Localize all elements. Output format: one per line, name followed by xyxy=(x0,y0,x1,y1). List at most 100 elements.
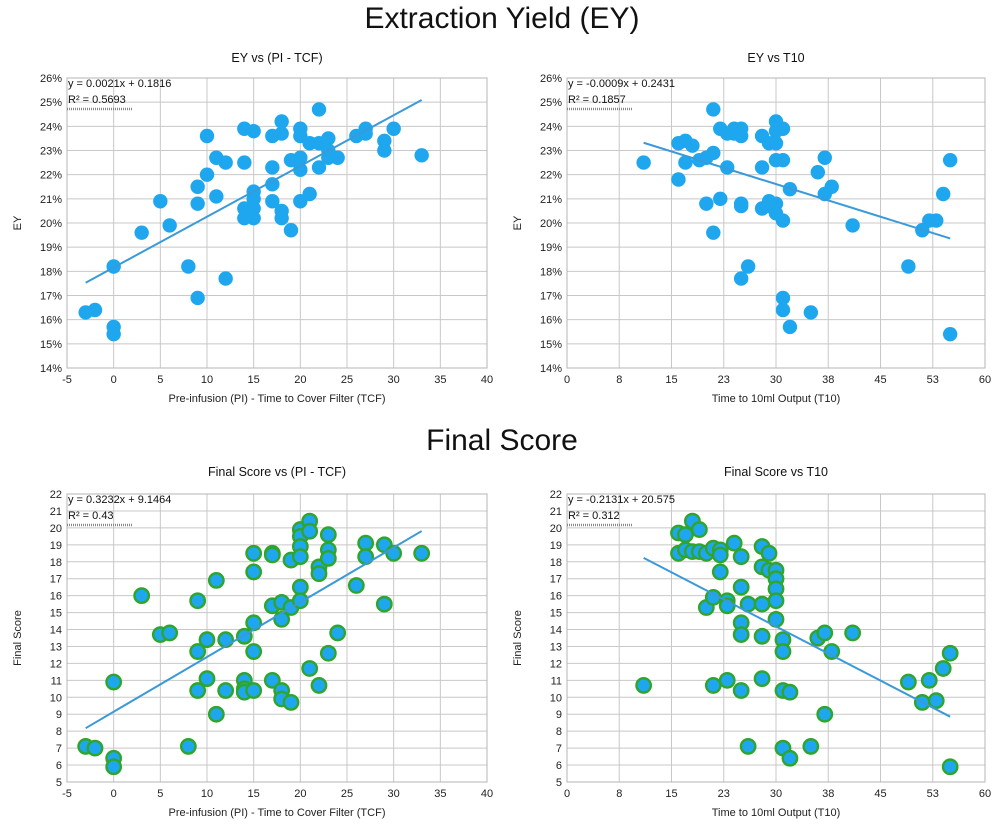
y-tick-label: 20 xyxy=(50,523,62,535)
x-tick-label: 60 xyxy=(979,788,991,800)
data-point xyxy=(319,549,337,567)
x-tick-label: 10 xyxy=(201,788,213,800)
data-point xyxy=(753,627,771,645)
trend-equation: y = -0.2131x + 20.575 xyxy=(568,494,675,506)
y-tick-label: 19% xyxy=(540,242,562,254)
y-tick-label: 15% xyxy=(540,339,562,351)
x-tick-label: 23 xyxy=(718,374,730,386)
data-point xyxy=(153,194,168,209)
data-point xyxy=(920,671,938,689)
y-tick-label: 9 xyxy=(56,709,62,721)
y-axis-label: EY xyxy=(12,215,24,230)
y-tick-label: 11 xyxy=(551,675,562,687)
trend-line xyxy=(85,530,423,730)
data-point xyxy=(263,671,281,689)
data-point xyxy=(293,150,308,165)
trend-equation: y = -0.0009x + 0.2431 xyxy=(568,78,675,90)
data-point xyxy=(414,148,429,163)
data-point xyxy=(245,563,263,581)
data-point xyxy=(711,563,729,581)
data-point xyxy=(319,644,337,662)
data-point xyxy=(718,671,736,689)
data-point xyxy=(302,186,317,202)
x-tick-label: 40 xyxy=(481,374,493,386)
data-point xyxy=(198,670,216,688)
y-tick-label: 9 xyxy=(556,709,562,721)
data-point xyxy=(245,682,263,699)
y-tick-label: 18 xyxy=(550,557,562,569)
fs-section-title: Final Score xyxy=(426,424,578,457)
y-tick-label: 25% xyxy=(540,97,562,109)
data-point xyxy=(823,643,841,660)
y-tick-label: 19 xyxy=(50,540,62,552)
data-point xyxy=(190,290,205,306)
data-point xyxy=(941,644,959,662)
data-point xyxy=(711,546,729,564)
data-point xyxy=(311,160,327,175)
data-point xyxy=(246,210,261,226)
data-point xyxy=(265,194,280,209)
data-point xyxy=(133,587,151,605)
data-point xyxy=(265,177,280,192)
data-point xyxy=(190,196,205,211)
data-point xyxy=(105,758,123,776)
data-point xyxy=(775,152,791,168)
x-tick-label: 25 xyxy=(341,788,353,800)
data-point xyxy=(237,155,252,170)
x-tick-label: 0 xyxy=(564,788,570,800)
x-tick-label: 53 xyxy=(927,788,939,800)
x-tick-label: 30 xyxy=(770,374,782,386)
data-point xyxy=(706,225,721,240)
data-point xyxy=(704,677,722,694)
data-point xyxy=(753,595,771,613)
data-point xyxy=(274,126,289,141)
plot-frame xyxy=(566,493,986,783)
data-point xyxy=(817,150,832,165)
data-point xyxy=(706,102,721,117)
y-tick-label: 19 xyxy=(550,540,562,552)
data-point xyxy=(816,624,834,642)
data-point xyxy=(283,223,299,238)
data-point xyxy=(774,643,792,660)
data-point xyxy=(677,526,694,544)
y-tick-label: 20% xyxy=(40,218,62,230)
y-tick-label: 26% xyxy=(540,73,562,85)
x-tick-label: 10 xyxy=(201,374,213,386)
y-tick-label: 15% xyxy=(40,339,62,351)
data-point xyxy=(189,682,207,699)
y-tick-label: 15 xyxy=(50,608,62,620)
data-points xyxy=(78,102,429,342)
data-point xyxy=(105,673,123,691)
chart-title: EY vs T10 xyxy=(747,51,804,65)
x-tick-label: 8 xyxy=(616,374,622,386)
data-point xyxy=(199,128,215,144)
y-axis-label: Final Score xyxy=(12,610,24,666)
y-tick-label: 14% xyxy=(40,363,62,375)
data-point xyxy=(217,631,235,649)
data-point xyxy=(199,167,215,182)
data-point xyxy=(781,683,799,701)
data-point xyxy=(824,179,839,194)
chart-1: EY vs (PI - TCF) 14% 15% 16% 17% 18% 19% 20% 21%… xyxy=(12,51,493,405)
data-point xyxy=(635,677,653,694)
y-tick-label: 6 xyxy=(56,760,62,772)
data-point xyxy=(293,162,308,178)
data-point xyxy=(733,128,749,144)
data-point xyxy=(310,677,328,694)
data-point xyxy=(636,155,651,170)
x-tick-label: 45 xyxy=(874,374,886,386)
x-axis-label: Time to 10ml Output (T10) xyxy=(712,807,841,819)
x-tick-label: 53 xyxy=(927,374,939,386)
x-tick-label: 25 xyxy=(341,374,353,386)
trend-r-squared: R² = 0.5693 xyxy=(68,94,126,106)
data-points xyxy=(77,512,431,776)
x-tick-label: 60 xyxy=(979,374,991,386)
y-tick-label: 5 xyxy=(556,777,562,789)
y-axis-label: Final Score xyxy=(512,610,524,666)
data-point xyxy=(934,660,952,677)
y-tick-label: 22 xyxy=(50,489,62,501)
ey-section-title: Extraction Yield (EY) xyxy=(364,2,640,35)
x-tick-label: 8 xyxy=(616,788,622,800)
y-tick-label: 23% xyxy=(540,146,562,158)
